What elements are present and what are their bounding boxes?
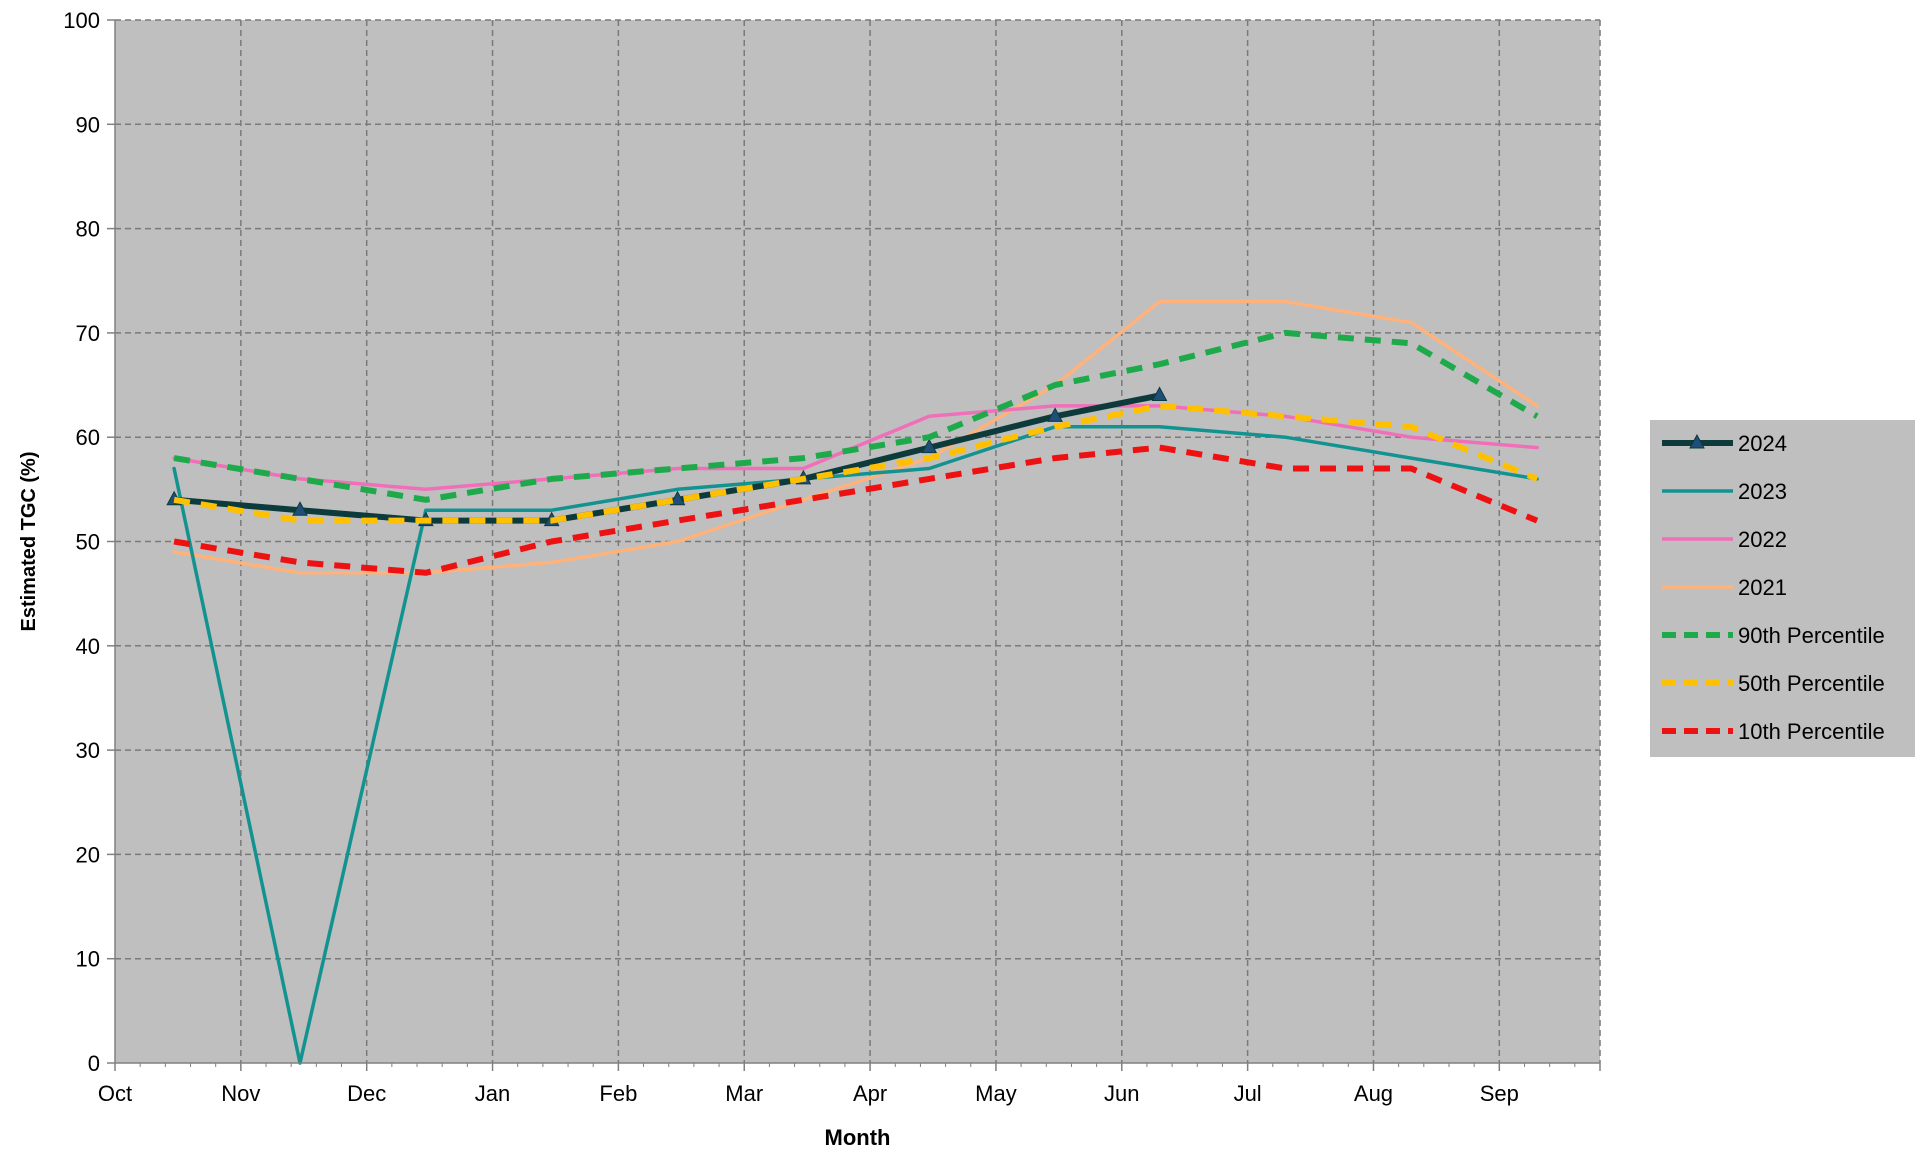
series-marker-2024 (921, 438, 938, 454)
series-line-3 (172, 299, 1539, 575)
x-tick-label: Aug (1354, 1081, 1393, 1106)
x-tick-label: Oct (98, 1081, 132, 1106)
series-line-1 (172, 425, 1539, 1065)
y-tick-label: 40 (76, 634, 100, 659)
series-line-5 (173, 402, 1539, 524)
x-tick-label: Feb (599, 1081, 637, 1106)
legend-label: 2021 (1738, 575, 1787, 600)
x-tick-label: May (975, 1081, 1017, 1106)
y-tick-label: 90 (76, 112, 100, 137)
series-line-6 (173, 444, 1539, 576)
legend-label: 2024 (1738, 431, 1787, 456)
x-tick-label: Sep (1480, 1081, 1519, 1106)
legend-marker-2024 (1689, 433, 1705, 449)
y-tick-label: 20 (76, 842, 100, 867)
y-axis-title: Estimated TGC (%) (18, 451, 40, 631)
legend-label: 2023 (1738, 479, 1787, 504)
legend-label: 90th Percentile (1738, 623, 1885, 648)
x-tick-label: Jun (1104, 1081, 1139, 1106)
y-tick-label: 0 (88, 1051, 100, 1076)
y-tick-label: 50 (76, 530, 100, 555)
legend-label: 50th Percentile (1738, 671, 1885, 696)
y-tick-label: 80 (76, 217, 100, 242)
y-tick-label: 70 (76, 321, 100, 346)
series-marker-2024 (1047, 407, 1063, 422)
x-tick-label: Apr (853, 1081, 887, 1106)
series-marker-2024 (1151, 386, 1168, 401)
x-tick-label: Nov (221, 1081, 260, 1106)
x-tick-label: Jan (475, 1081, 510, 1106)
series-marker-2024 (669, 490, 686, 506)
y-tick-label: 10 (76, 947, 100, 972)
series-marker-2024 (292, 501, 308, 516)
x-axis-title: Month (825, 1125, 891, 1149)
legend-label: 2022 (1738, 527, 1787, 552)
x-tick-label: Mar (725, 1081, 763, 1106)
y-tick-label: 30 (76, 738, 100, 763)
x-tick-label: Dec (347, 1081, 386, 1106)
x-tick-label: Jul (1234, 1081, 1262, 1106)
y-tick-label: 100 (63, 8, 100, 33)
legend-label: 10th Percentile (1738, 719, 1885, 744)
y-tick-label: 60 (76, 425, 100, 450)
